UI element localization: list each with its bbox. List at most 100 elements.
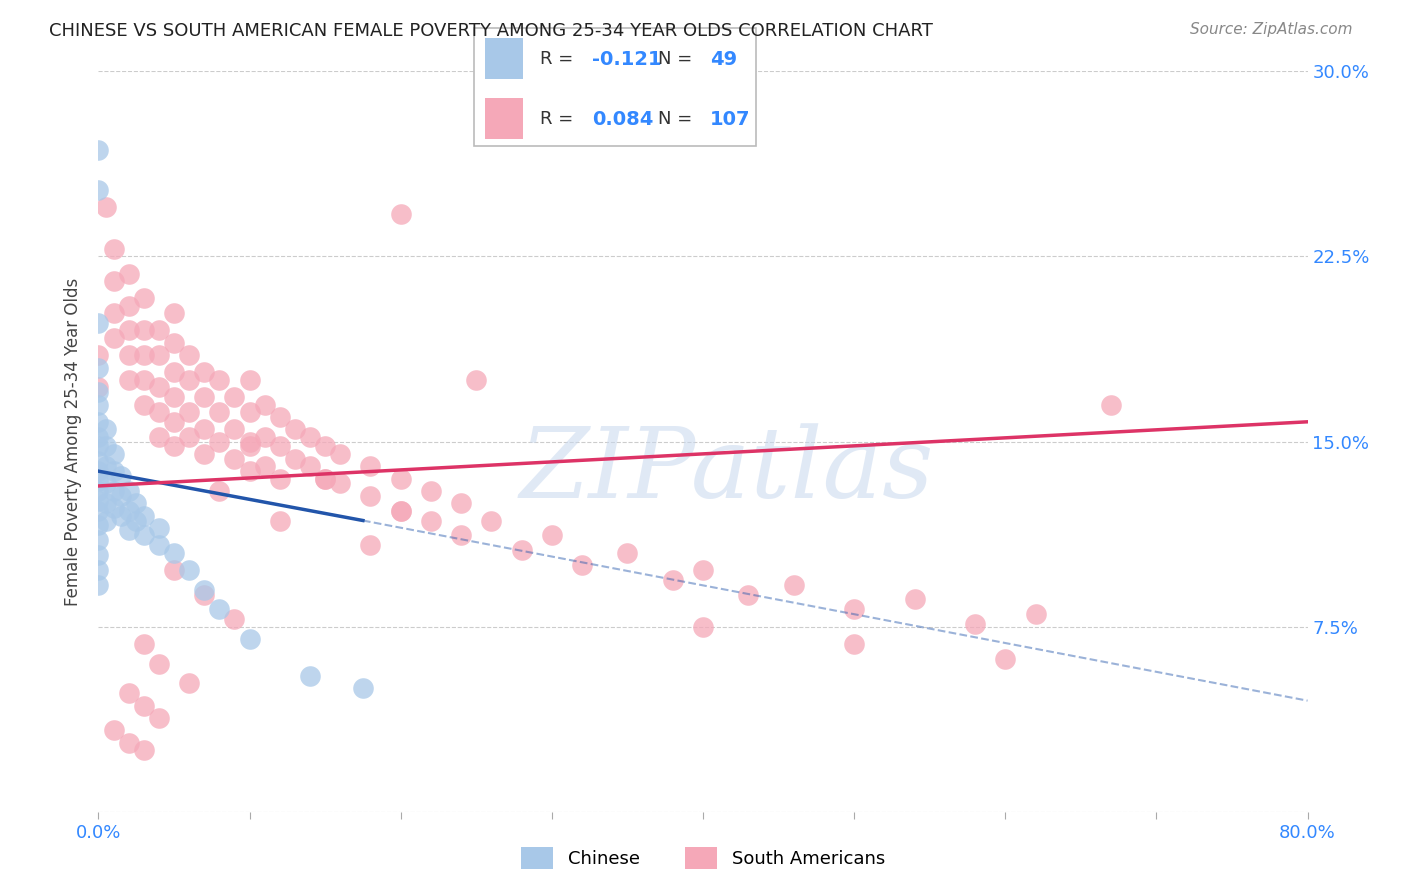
Point bbox=[132, 743, 155, 757]
Point bbox=[208, 483, 231, 498]
Point bbox=[103, 723, 125, 738]
Point bbox=[103, 331, 125, 345]
Point bbox=[94, 476, 117, 491]
Point bbox=[148, 657, 170, 671]
Point bbox=[148, 521, 170, 535]
Point bbox=[389, 503, 412, 517]
Point bbox=[148, 405, 170, 419]
Point bbox=[269, 471, 291, 485]
Text: N =: N = bbox=[658, 50, 699, 69]
Point bbox=[692, 619, 714, 633]
Point bbox=[132, 508, 155, 523]
Point bbox=[193, 366, 215, 380]
Point bbox=[420, 514, 443, 528]
FancyBboxPatch shape bbox=[474, 28, 756, 146]
Point bbox=[193, 582, 215, 597]
Point bbox=[329, 447, 352, 461]
Point bbox=[132, 637, 155, 651]
Legend: Chinese, South Americans: Chinese, South Americans bbox=[520, 847, 886, 870]
Point bbox=[360, 459, 382, 474]
Point bbox=[163, 366, 186, 380]
Point bbox=[389, 503, 412, 517]
Point bbox=[132, 398, 155, 412]
Text: R =: R = bbox=[540, 50, 579, 69]
Point bbox=[118, 348, 141, 362]
Point bbox=[163, 415, 186, 429]
Point bbox=[148, 348, 170, 362]
Point bbox=[87, 440, 110, 454]
Point bbox=[269, 514, 291, 528]
Point bbox=[103, 242, 125, 256]
Point bbox=[94, 200, 117, 214]
Point bbox=[239, 464, 262, 478]
Text: R =: R = bbox=[540, 111, 579, 128]
Point bbox=[163, 390, 186, 404]
Point bbox=[783, 577, 806, 591]
Point bbox=[224, 612, 246, 626]
Point bbox=[179, 373, 201, 387]
Point bbox=[352, 681, 374, 696]
Point bbox=[163, 440, 186, 454]
Bar bbox=[485, 37, 523, 78]
Point bbox=[360, 489, 382, 503]
Point bbox=[239, 373, 262, 387]
Point bbox=[148, 711, 170, 725]
Point bbox=[179, 676, 201, 690]
Point bbox=[103, 483, 125, 498]
Point bbox=[208, 602, 231, 616]
Text: -0.121: -0.121 bbox=[592, 50, 662, 69]
Point bbox=[87, 464, 110, 478]
Point bbox=[132, 324, 155, 338]
Point bbox=[87, 563, 110, 577]
Point bbox=[125, 496, 148, 510]
Point bbox=[904, 592, 927, 607]
Point bbox=[118, 324, 141, 338]
Point bbox=[87, 144, 110, 158]
Point bbox=[148, 538, 170, 552]
Point bbox=[132, 292, 155, 306]
Point bbox=[193, 422, 215, 436]
Point bbox=[103, 501, 125, 516]
Point bbox=[87, 316, 110, 330]
Point bbox=[163, 563, 186, 577]
Point bbox=[1024, 607, 1046, 622]
Point bbox=[87, 398, 110, 412]
Point bbox=[163, 306, 186, 320]
Point bbox=[118, 267, 141, 281]
Point bbox=[118, 686, 141, 700]
Point bbox=[481, 514, 503, 528]
Point bbox=[661, 573, 683, 587]
Point bbox=[239, 440, 262, 454]
Point bbox=[132, 373, 155, 387]
Point bbox=[737, 588, 759, 602]
Point bbox=[329, 476, 352, 491]
Point bbox=[540, 84, 562, 98]
Point bbox=[87, 380, 110, 394]
Point bbox=[314, 440, 336, 454]
Point bbox=[94, 440, 117, 454]
Point bbox=[87, 429, 110, 443]
Point bbox=[118, 524, 141, 538]
Point bbox=[87, 474, 110, 488]
Text: ZIPatlas: ZIPatlas bbox=[520, 424, 935, 519]
Point bbox=[103, 274, 125, 288]
Point bbox=[994, 651, 1017, 665]
Point bbox=[148, 380, 170, 394]
Point bbox=[87, 577, 110, 591]
Text: 49: 49 bbox=[710, 50, 737, 69]
Point bbox=[132, 348, 155, 362]
Point bbox=[299, 429, 322, 443]
Point bbox=[94, 496, 117, 510]
Point bbox=[253, 429, 276, 443]
Point bbox=[1099, 398, 1122, 412]
Point bbox=[224, 422, 246, 436]
Point bbox=[87, 533, 110, 548]
Point bbox=[389, 207, 412, 221]
Point bbox=[510, 543, 533, 558]
Point bbox=[571, 558, 593, 572]
Point bbox=[87, 493, 110, 508]
Point bbox=[193, 588, 215, 602]
Point bbox=[118, 373, 141, 387]
Point bbox=[103, 464, 125, 478]
Point bbox=[284, 422, 307, 436]
